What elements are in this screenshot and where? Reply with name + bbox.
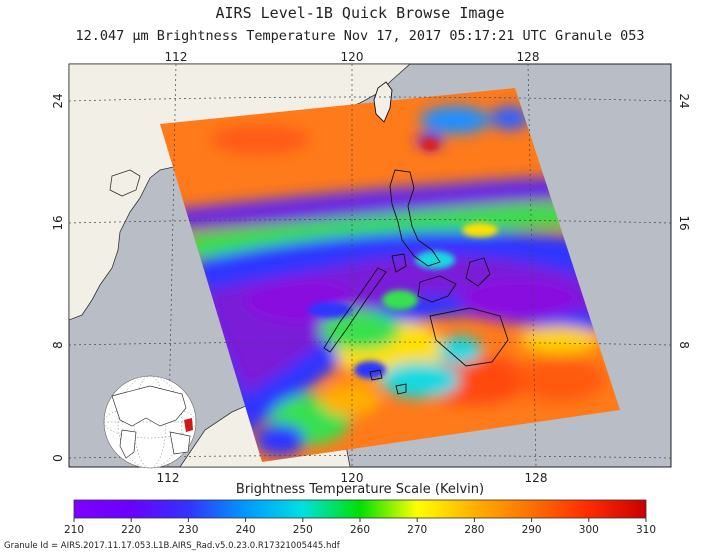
taiwan-coast bbox=[373, 81, 393, 123]
inset-globe bbox=[103, 375, 197, 469]
colorbar-tick-label: 290 bbox=[522, 524, 542, 536]
lon-tick-top-112: 112 bbox=[165, 50, 188, 64]
lon-tick-bottom-128: 128 bbox=[525, 471, 548, 485]
lon-tick-top-128: 128 bbox=[517, 50, 540, 64]
lat-tick-right-8: 8 bbox=[677, 341, 691, 349]
lat-tick-left-0: 0 bbox=[51, 454, 65, 462]
mindanao-coast bbox=[429, 307, 509, 367]
lat-tick-right-24: 24 bbox=[677, 93, 691, 108]
coastlines bbox=[323, 81, 509, 395]
image-subtitle: 12.047 µm Brightness Temperature Nov 17,… bbox=[75, 28, 645, 44]
colorbar-tick-label: 280 bbox=[464, 524, 484, 536]
colorbar-title: Brightness Temperature Scale (Kelvin) bbox=[235, 482, 485, 497]
lat-tick-left-8: 8 bbox=[51, 341, 65, 349]
lat-tick-left-16: 16 bbox=[51, 215, 65, 230]
lon-tick-top-120: 120 bbox=[341, 50, 364, 64]
luzon-coast bbox=[389, 169, 441, 267]
mindoro-coast bbox=[391, 253, 407, 273]
image-title: AIRS Level-1B Quick Browse Image bbox=[215, 4, 505, 22]
colorbar-tick-label: 230 bbox=[178, 524, 198, 536]
colorbar-tick-label: 310 bbox=[636, 524, 656, 536]
colorbar-tick-label: 270 bbox=[407, 524, 427, 536]
colorbar-tick-label: 210 bbox=[64, 524, 84, 536]
palawan-coast bbox=[323, 267, 387, 353]
colorbar-tick-label: 220 bbox=[121, 524, 141, 536]
colorbar bbox=[73, 499, 647, 519]
colorbar-tick-label: 260 bbox=[350, 524, 370, 536]
colorbar-tick-label: 250 bbox=[293, 524, 313, 536]
hainan-island bbox=[109, 169, 141, 197]
samar-coast bbox=[465, 257, 491, 287]
granule-id: Granule Id = AIRS.2017.11.17.053.L1B.AIR… bbox=[4, 541, 340, 551]
lon-tick-bottom-120: 120 bbox=[341, 471, 364, 485]
lat-tick-left-24: 24 bbox=[51, 93, 65, 108]
visayas-coast bbox=[417, 275, 457, 303]
lat-tick-right-16: 16 bbox=[677, 215, 691, 230]
lon-tick-bottom-112: 112 bbox=[157, 471, 180, 485]
colorbar-tick-label: 240 bbox=[236, 524, 256, 536]
inset-swath-marker bbox=[184, 418, 193, 432]
colorbar-tick-label: 300 bbox=[579, 524, 599, 536]
